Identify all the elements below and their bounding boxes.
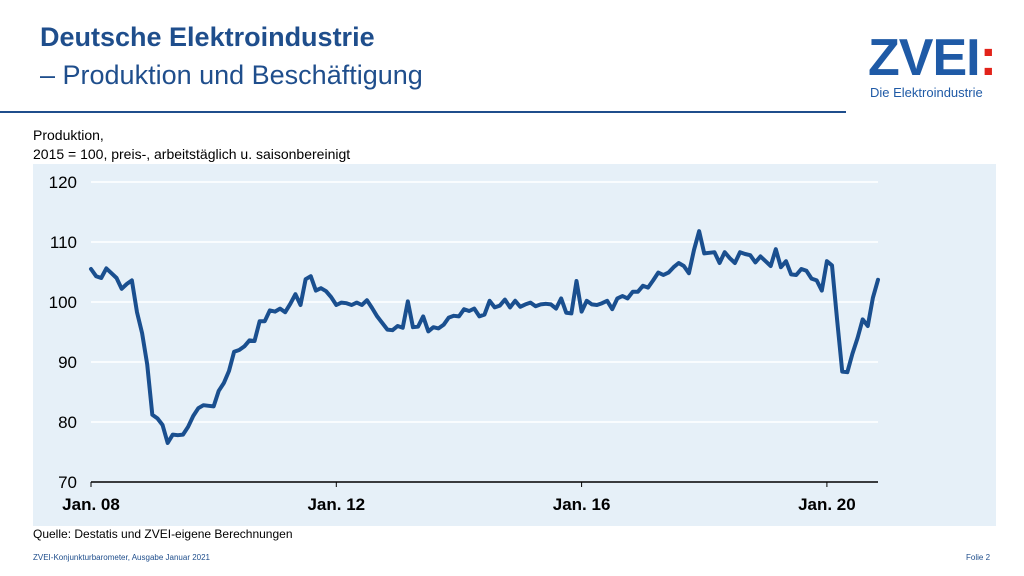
y-tick-label: 70	[58, 473, 77, 492]
x-tick-label: Jan. 08	[62, 495, 120, 514]
chart-subtitle-line2: 2015 = 100, preis-, arbeitstäglich u. sa…	[33, 146, 351, 162]
production-series-line	[89, 229, 880, 445]
source-note: Quelle: Destatis und ZVEI-eigene Berechn…	[33, 527, 293, 541]
logo-text: ZVEI	[868, 29, 981, 87]
header-divider	[0, 111, 846, 113]
plot-background	[33, 164, 996, 526]
slide-number: Folie 2	[966, 553, 991, 562]
y-tick-label: 100	[49, 293, 77, 312]
x-tick-label: Jan. 12	[307, 495, 365, 514]
x-tick-label: Jan. 16	[553, 495, 611, 514]
x-tick-label: Jan. 20	[798, 495, 856, 514]
page-subtitle: – Produktion und Beschäftigung	[40, 60, 423, 90]
chart-subtitle-line1: Produktion,	[33, 127, 104, 143]
footer-left: ZVEI-Konjunkturbarometer, Ausgabe Januar…	[33, 553, 210, 562]
zvei-logo: ZVEI: Die Elektroindustrie	[866, 30, 1006, 102]
logo-colon: :	[979, 29, 997, 87]
y-tick-label: 80	[58, 413, 77, 432]
y-tick-label: 90	[58, 353, 77, 372]
production-line-chart: 70 80 90 100 110 120 Jan. 08 Jan. 12 Jan. 16 Jan…	[33, 164, 996, 526]
logo-wordmark: ZVEI:	[868, 29, 997, 87]
page-title: Deutsche Elektroindustrie	[40, 22, 375, 52]
y-tick-label: 120	[49, 173, 77, 192]
logo-tagline: Die Elektroindustrie	[870, 85, 983, 100]
y-tick-label: 110	[50, 233, 77, 252]
